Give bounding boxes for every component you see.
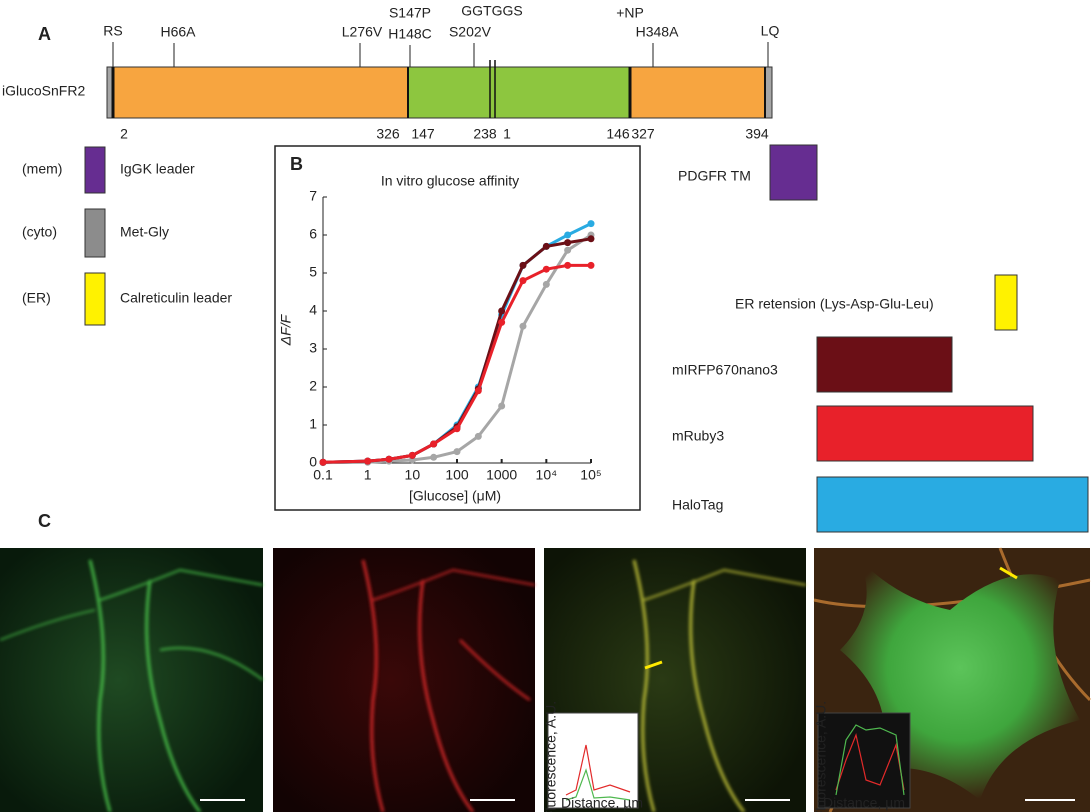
- series-line: [322, 233, 592, 465]
- data-point: [587, 220, 595, 228]
- data-point: [564, 239, 572, 247]
- tag-bar: [816, 405, 1034, 462]
- x-axis-label: [Glucose] (μM): [409, 488, 501, 504]
- tag-label: PDGFR TM: [678, 168, 751, 184]
- tag-label: IgGK leader: [120, 161, 195, 177]
- x-tick-label: 10⁴: [536, 467, 558, 483]
- data-point: [430, 440, 438, 448]
- site-label: S147P: [389, 5, 431, 21]
- micrograph-cell: [813, 547, 1092, 812]
- tag-label: HaloTag: [672, 497, 723, 513]
- data-point: [498, 318, 506, 326]
- y-tick-label: 7: [309, 188, 317, 204]
- data-point: [453, 448, 461, 456]
- panel-label: C: [38, 511, 51, 531]
- data-point: [498, 307, 506, 315]
- y-tick-label: 5: [309, 264, 317, 280]
- site-label: +NP: [616, 5, 644, 21]
- data-point: [385, 455, 393, 463]
- data-point: [542, 242, 550, 250]
- tag-label: ER retension (Lys-Asp-Glu-Leu): [735, 296, 934, 312]
- chart-title: In vitro glucose affinity: [381, 173, 519, 189]
- position-label: 394: [745, 126, 769, 142]
- x-tick-label: 10⁵: [580, 467, 601, 483]
- site-label: LQ: [761, 23, 780, 39]
- site-label: H66A: [160, 24, 196, 40]
- panel-label: A: [38, 24, 51, 44]
- construct-name: iGlucoSnFR2: [2, 83, 85, 99]
- micrograph-green: [0, 548, 264, 812]
- y-tick-label: 0: [309, 454, 317, 470]
- inset-x-label: Distance, µm: [823, 795, 905, 811]
- tag-swatch: [84, 146, 106, 194]
- x-tick-label: 1: [364, 467, 372, 483]
- tag-swatch: [84, 208, 106, 258]
- micrograph-merge: [544, 548, 807, 812]
- y-tick-label: 4: [309, 302, 317, 318]
- x-tick-label: 10: [405, 467, 421, 483]
- site-label: H348A: [636, 24, 679, 40]
- y-tick-label: 1: [309, 416, 317, 432]
- site-label: RS: [103, 23, 122, 39]
- position-label: 327: [631, 126, 655, 142]
- x-tick-label: 1000: [486, 467, 517, 483]
- data-point: [542, 265, 550, 273]
- site-label: H148C: [388, 26, 432, 42]
- construct-bar: [106, 60, 773, 119]
- site-label: S202V: [449, 24, 492, 40]
- inset-x-label: Distance, µm: [561, 795, 643, 811]
- site-label: GGTGGS: [461, 3, 522, 19]
- data-point: [519, 277, 527, 285]
- y-tick-label: 6: [309, 226, 317, 242]
- y-axis-label: ΔF/F: [278, 313, 294, 346]
- tag-swatch: [84, 272, 106, 326]
- data-point: [564, 231, 572, 239]
- panel-b-frame: [274, 145, 641, 511]
- position-label: 146: [606, 126, 630, 142]
- data-point: [542, 280, 550, 288]
- data-point: [564, 261, 572, 269]
- data-point: [474, 387, 482, 395]
- tag-label: mRuby3: [672, 428, 724, 444]
- data-point: [498, 402, 506, 410]
- data-point: [453, 425, 461, 433]
- compartment-label: (mem): [22, 161, 62, 177]
- data-point: [564, 246, 572, 254]
- tag-label: mIRFP670nano3: [672, 362, 778, 378]
- x-tick-label: 0.1: [313, 467, 333, 483]
- y-tick-label: 3: [309, 340, 317, 356]
- data-point: [319, 458, 327, 466]
- data-point: [519, 261, 527, 269]
- site-label: L276V: [342, 24, 383, 40]
- position-label: 1: [503, 126, 511, 142]
- tag-label: Calreticulin leader: [120, 290, 232, 306]
- position-label: 2: [120, 126, 128, 142]
- compartment-label: (cyto): [22, 224, 57, 240]
- inset-y-label: Fluorescence, A.U.: [813, 701, 829, 812]
- position-label: 238: [473, 126, 497, 142]
- compartment-label: (ER): [22, 290, 51, 306]
- series-line: [322, 263, 591, 464]
- data-point: [364, 457, 372, 465]
- tag-bar: [816, 476, 1089, 533]
- panel-label: B: [290, 154, 303, 174]
- data-point: [587, 261, 595, 269]
- tag-swatch: [994, 274, 1018, 331]
- x-tick-label: 100: [445, 467, 469, 483]
- position-label: 147: [411, 126, 435, 142]
- inset-y-label: Fluorescence, A.U.: [543, 701, 559, 812]
- y-tick-label: 2: [309, 378, 317, 394]
- data-point: [587, 235, 595, 243]
- tag-swatch: [769, 144, 818, 201]
- data-point: [519, 322, 527, 330]
- tag-label: Met-Gly: [120, 224, 169, 240]
- micrograph-red: [273, 548, 536, 812]
- tag-bar: [816, 336, 953, 393]
- data-point: [430, 453, 438, 461]
- data-point: [408, 451, 416, 459]
- position-label: 326: [376, 126, 400, 142]
- data-point: [474, 432, 482, 440]
